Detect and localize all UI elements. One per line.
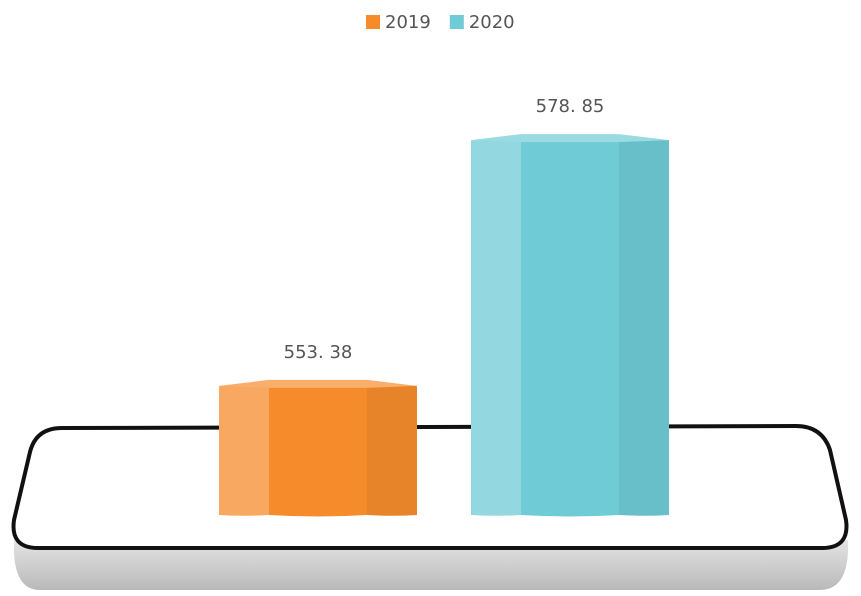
bar-face	[219, 386, 269, 516]
value-label: 578. 85	[536, 96, 605, 117]
legend-item: 2020	[450, 12, 515, 33]
bar-top	[219, 380, 417, 388]
bar-face	[619, 140, 669, 516]
bar-face	[471, 140, 521, 516]
legend-swatch	[366, 15, 380, 29]
platform-screen	[14, 426, 847, 548]
bar: 553. 38	[219, 342, 417, 517]
value-label: 553. 38	[284, 342, 353, 363]
chart: 2019 2020 553. 38 578. 85	[0, 0, 861, 596]
bar-face	[521, 140, 619, 516]
bar-top	[471, 134, 669, 142]
bar-face	[269, 386, 367, 517]
platform	[14, 426, 849, 590]
bar: 578. 85	[471, 96, 669, 516]
legend-label: 2020	[469, 12, 515, 33]
legend-label: 2019	[385, 12, 431, 33]
legend-item: 2019	[366, 12, 431, 33]
bar-face	[367, 386, 417, 516]
legend: 2019 2020	[366, 12, 515, 33]
legend-swatch	[450, 15, 464, 29]
